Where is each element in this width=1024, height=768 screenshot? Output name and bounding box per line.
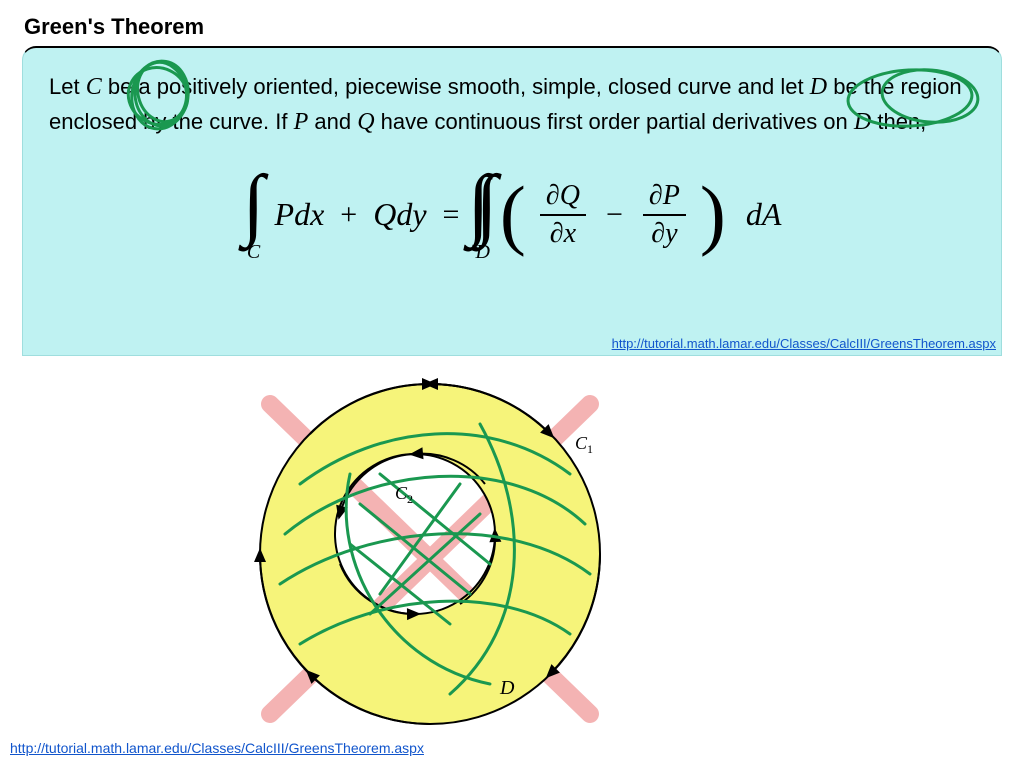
annulus-svg: C 1 C 2 D (230, 364, 630, 744)
theorem-statement: Let C be a positively oriented, piecewis… (49, 70, 975, 140)
text-frag: and (308, 109, 357, 134)
term-Pdx: Pdx (275, 196, 325, 233)
text-frag: be a positively oriented, piecewise smoo… (102, 74, 810, 99)
frac-dPdy: ∂P ∂y (643, 178, 686, 252)
rparen: ) (700, 183, 726, 245)
line-integral: ∫ C (243, 168, 265, 262)
int-sub-C: C (247, 242, 260, 262)
label-C1-sub: 1 (587, 442, 593, 456)
lparen: ( (500, 183, 526, 245)
math-P: P (294, 109, 309, 135)
annulus-diagram: C 1 C 2 D (230, 364, 630, 744)
source-link-bottom[interactable]: http://tutorial.math.lamar.edu/Classes/C… (10, 740, 424, 756)
label-C2-sub: 2 (407, 492, 413, 506)
double-integral: ∫∫ D (475, 168, 489, 262)
label-D: D (499, 677, 515, 699)
math-Q: Q (357, 109, 374, 135)
greens-formula: ∫ C Pdx + Qdy = ∫∫ D ( ∂Q ∂x − ∂P ∂y (49, 168, 975, 262)
math-D2: D (854, 109, 871, 135)
math-C: C (86, 74, 102, 100)
source-link-top[interactable]: http://tutorial.math.lamar.edu/Classes/C… (612, 336, 996, 351)
term-Qdy: Qdy (373, 196, 426, 233)
int-sub-D: D (475, 242, 489, 262)
text-frag: then, (871, 109, 926, 134)
minus: − (600, 198, 629, 232)
term-dA: dA (746, 196, 782, 233)
equals: = (437, 198, 466, 232)
plus: + (334, 198, 363, 232)
text-frag: have continuous first order partial deri… (375, 109, 854, 134)
frac-dQdx: ∂Q ∂x (540, 178, 586, 252)
math-D: D (810, 74, 827, 100)
text-frag: Let (49, 74, 86, 99)
theorem-box: Let C be a positively oriented, piecewis… (22, 46, 1002, 356)
page-title: Green's Theorem (24, 14, 204, 40)
